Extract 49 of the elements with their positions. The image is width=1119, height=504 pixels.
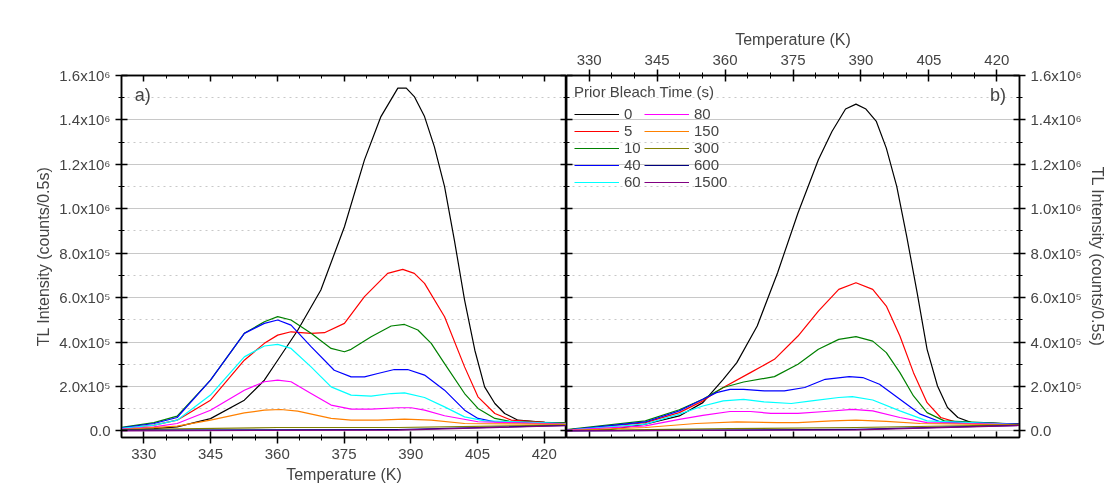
x-tick-label: 375 xyxy=(331,444,357,462)
x-tick-label: 330 xyxy=(576,50,602,68)
y-tick-label: 1.4x10⁶ xyxy=(59,111,111,129)
annotation: b) xyxy=(989,84,1006,105)
y-tick-label: 1.2x10⁶ xyxy=(59,155,111,173)
legend-label: 1500 xyxy=(694,173,728,190)
x-tick-label: 390 xyxy=(848,50,874,68)
x-tick-label: 405 xyxy=(916,50,942,68)
y-axis-title: TL Intensity (counts/0.5s) xyxy=(35,167,53,347)
x-axis-title: Temperature (K) xyxy=(735,30,851,48)
y-tick-label: 1.4x10⁶ xyxy=(1030,111,1082,129)
x-axis-title: Temperature (K) xyxy=(286,465,402,483)
y-tick-label: 6.0x10⁵ xyxy=(1030,289,1082,307)
y-tick-label: 1.0x10⁶ xyxy=(59,200,111,218)
x-tick-label: 345 xyxy=(197,444,224,462)
y-axis-title: TL Intensity (counts/0.5s) xyxy=(1088,166,1106,346)
y-tick-label: 2.0x10⁵ xyxy=(59,377,111,395)
x-tick-label: 360 xyxy=(264,444,290,462)
legend-label: 10 xyxy=(624,139,642,156)
x-tick-label: 420 xyxy=(531,444,557,462)
annotation: a) xyxy=(134,84,151,105)
y-tick-label: 0.0 xyxy=(89,422,111,440)
legend-label: 40 xyxy=(624,156,642,173)
y-tick-label: 0.0 xyxy=(1030,422,1052,440)
x-tick-label: 375 xyxy=(780,50,806,68)
legend-label: 150 xyxy=(694,122,720,139)
x-tick-label: 345 xyxy=(644,50,670,68)
legend-label: 5 xyxy=(624,122,634,139)
y-tick-label: 6.0x10⁵ xyxy=(59,289,111,307)
legend-title: Prior Bleach Time (s) xyxy=(574,83,716,100)
legend-label: 60 xyxy=(624,173,642,190)
x-tick-label: 360 xyxy=(712,50,738,68)
legend-label: 80 xyxy=(694,105,712,122)
y-tick-label: 1.0x10⁶ xyxy=(1030,200,1082,218)
x-tick-label: 405 xyxy=(464,444,491,462)
x-tick-label: 390 xyxy=(398,444,424,462)
y-tick-label: 1.6x10⁶ xyxy=(59,67,111,84)
y-tick-label: 8.0x10⁵ xyxy=(1030,244,1082,262)
y-tick-label: 1.6x10⁶ xyxy=(1030,67,1082,84)
y-tick-label: 4.0x10⁵ xyxy=(1030,333,1082,351)
y-tick-label: 2.0x10⁵ xyxy=(1030,377,1082,395)
x-tick-label: 330 xyxy=(131,444,157,462)
y-tick-label: 1.2x10⁶ xyxy=(1030,155,1082,173)
legend-label: 600 xyxy=(694,156,720,173)
legend-label: 300 xyxy=(694,139,720,156)
y-tick-label: 4.0x10⁵ xyxy=(59,333,111,351)
x-tick-label: 420 xyxy=(984,50,1010,68)
y-tick-label: 8.0x10⁵ xyxy=(59,244,111,262)
legend-label: 0 xyxy=(624,105,634,122)
